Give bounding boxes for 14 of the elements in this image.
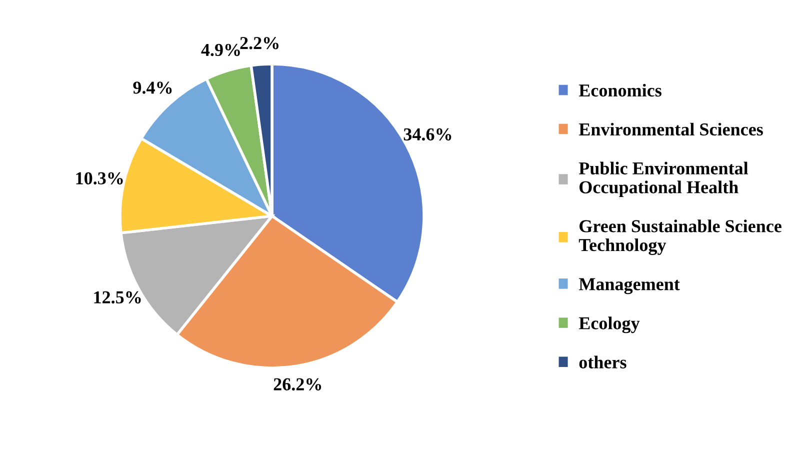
data-label: 2.2% bbox=[240, 36, 278, 50]
legend-label: others bbox=[579, 356, 626, 368]
data-label: 9.4% bbox=[133, 82, 172, 94]
data-label: 26.2% bbox=[274, 378, 322, 390]
legend-label: Ecology bbox=[578, 316, 640, 334]
data-label: 12.5% bbox=[94, 291, 141, 304]
data-label: 10.3% bbox=[76, 172, 123, 184]
legend-label: Green Sustainable Science Technology bbox=[578, 220, 782, 255]
legend-label: Environmental Sciences bbox=[578, 122, 763, 136]
legend-label: Public Environmental Occupational Health bbox=[578, 162, 748, 198]
data-label: 34.6% bbox=[404, 128, 452, 141]
legend-label: Economics bbox=[578, 84, 662, 97]
legend-label: Management bbox=[578, 278, 680, 294]
data-label: 4.9% bbox=[201, 44, 240, 56]
